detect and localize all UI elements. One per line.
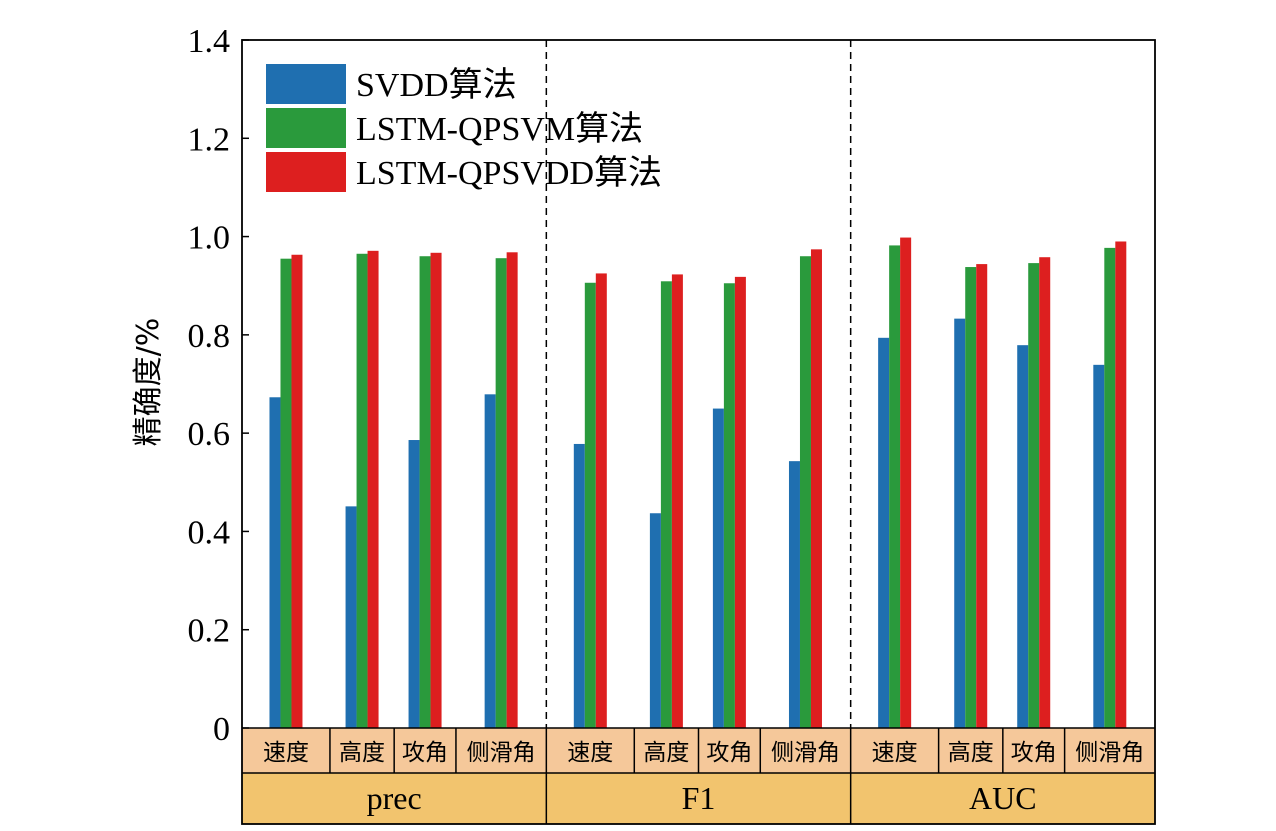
bar-auc-1-series-2 (976, 264, 988, 728)
bar-f1-2-series-2 (734, 276, 746, 728)
legend-swatch (266, 108, 346, 148)
category-label: 速度 (567, 740, 613, 766)
category-label: 侧滑角 (1075, 740, 1144, 766)
category-label: 速度 (872, 740, 918, 766)
bar-f1-0-series-2 (595, 273, 607, 728)
bar-auc-3-series-0 (1093, 364, 1105, 728)
bars (269, 237, 1127, 729)
bar-auc-0-series-1 (889, 245, 901, 728)
bar-f1-3-series-0 (788, 461, 800, 728)
legend: SVDD算法 LSTM-QPSVM算法 LSTM-QPSVDD算法 (266, 64, 662, 192)
bar-auc-2-series-2 (1039, 257, 1051, 728)
bar-prec-2-series-1 (419, 256, 431, 728)
category-label: 速度 (263, 740, 309, 766)
legend-label: LSTM-QPSVDD算法 (356, 154, 662, 192)
bar-auc-2-series-1 (1028, 263, 1040, 728)
legend-swatch (266, 152, 346, 192)
bar-auc-1-series-1 (965, 267, 977, 728)
legend-label: LSTM-QPSVM算法 (356, 110, 643, 148)
bar-prec-0-series-1 (280, 258, 292, 728)
bar-prec-2-series-0 (408, 440, 420, 728)
y-tick-label: 1.2 (188, 121, 231, 158)
group-label: AUC (969, 780, 1037, 816)
y-tick-label: 0 (213, 711, 230, 748)
bar-prec-1-series-2 (367, 250, 379, 728)
bar-f1-1-series-0 (649, 513, 661, 728)
bar-f1-1-series-1 (660, 281, 672, 728)
category-label: 高度 (339, 740, 385, 766)
bar-f1-2-series-1 (723, 283, 735, 728)
y-axis-label: 精确度/% (131, 318, 166, 447)
bar-f1-1-series-2 (671, 274, 683, 728)
category-label: 侧滑角 (771, 740, 840, 766)
bar-prec-3-series-1 (495, 258, 507, 728)
plot-frame (241, 39, 1156, 825)
y-tick-label: 0.6 (188, 416, 231, 453)
bar-auc-0-series-2 (900, 237, 912, 728)
bar-prec-3-series-0 (484, 394, 496, 728)
y-tick-label: 0.2 (188, 613, 231, 650)
category-label: 高度 (643, 740, 689, 766)
bar-f1-0-series-0 (573, 443, 585, 728)
bar-prec-1-series-1 (356, 253, 368, 728)
bar-prec-0-series-0 (269, 397, 281, 728)
y-tick-label: 1.4 (188, 23, 231, 60)
y-tick-label: 0.8 (188, 318, 231, 355)
bar-auc-0-series-0 (878, 337, 890, 728)
bar-prec-3-series-2 (506, 252, 518, 728)
group-label: F1 (682, 780, 716, 816)
bar-f1-2-series-0 (712, 408, 724, 728)
category-label: 高度 (948, 740, 994, 766)
bar-auc-3-series-1 (1104, 247, 1116, 729)
bar-f1-3-series-1 (799, 256, 811, 728)
category-label: 攻角 (706, 740, 752, 766)
bar-auc-1-series-0 (954, 318, 966, 728)
category-label: 攻角 (1011, 740, 1057, 766)
bar-prec-0-series-2 (291, 254, 303, 729)
bar-auc-3-series-2 (1115, 241, 1127, 728)
category-label: 攻角 (402, 740, 448, 766)
bar-f1-0-series-1 (584, 282, 596, 728)
bar-f1-3-series-2 (810, 249, 822, 728)
legend-label: SVDD算法 (356, 66, 517, 104)
category-label: 侧滑角 (467, 740, 536, 766)
bar-prec-2-series-2 (430, 252, 442, 728)
y-tick-label: 0.4 (188, 514, 231, 551)
legend-swatch (266, 64, 346, 104)
group-label: prec (367, 780, 422, 816)
group-band (242, 773, 1155, 824)
bar-prec-1-series-0 (345, 506, 357, 728)
bar-auc-2-series-0 (1017, 345, 1029, 728)
y-tick-label: 1.0 (188, 220, 231, 257)
